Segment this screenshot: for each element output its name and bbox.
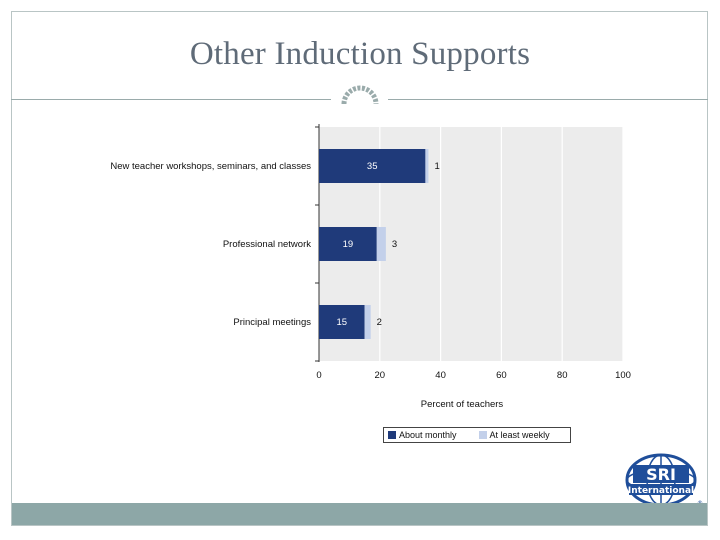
x-tick-label: 0 [316, 370, 321, 381]
legend-item-about-monthly: About monthly [388, 430, 457, 440]
bar-about-monthly [319, 227, 377, 261]
legend-label-at-least-weekly: At least weekly [489, 430, 550, 440]
logo-text-top: SRI [646, 465, 676, 484]
sri-logo-icon: SRI International ® [625, 453, 703, 507]
bar-about-monthly [319, 149, 426, 183]
x-tick-label: 80 [557, 370, 568, 381]
bar-about-monthly [319, 305, 365, 339]
legend-item-at-least-weekly: At least weekly [478, 430, 550, 440]
data-label: 1 [434, 161, 439, 172]
legend: About monthly At least weekly [383, 427, 571, 443]
x-tick-labels: 0 20 40 60 80 100 [316, 370, 631, 381]
x-tick-label: 100 [615, 370, 631, 381]
bar-at-least-weekly [364, 305, 371, 339]
ornament-icon [341, 85, 379, 105]
data-label: 15 [337, 317, 348, 328]
legend-label-about-monthly: About monthly [399, 430, 457, 440]
logo-text-bottom: International [628, 486, 694, 496]
x-tick-label: 20 [375, 370, 386, 381]
legend-swatch-about-monthly [388, 431, 396, 439]
title-rule-left [11, 99, 331, 100]
bars: 35 1 19 3 15 2 [319, 149, 440, 339]
slide-title: Other Induction Supports [189, 36, 531, 72]
x-tick-label: 60 [496, 370, 507, 381]
data-label: 3 [392, 239, 397, 250]
legend-swatch-at-least-weekly [478, 431, 487, 439]
bar-at-least-weekly [425, 149, 429, 183]
data-label: 2 [377, 317, 382, 328]
title-rule-right [388, 99, 708, 100]
slide-frame [11, 11, 708, 526]
category-labels: New teacher workshops, seminars, and cla… [110, 161, 311, 328]
y-axis-ticks [315, 126, 319, 362]
category-label: Professional network [223, 239, 311, 250]
category-label: Principal meetings [233, 317, 311, 328]
x-tick-label: 40 [435, 370, 446, 381]
data-label: 35 [367, 161, 378, 172]
bar-at-least-weekly [376, 227, 386, 261]
data-label: 19 [343, 239, 354, 250]
footer-band [12, 503, 707, 525]
x-axis-label: Percent of teachers [420, 399, 504, 410]
category-label: New teacher workshops, seminars, and cla… [110, 161, 311, 172]
